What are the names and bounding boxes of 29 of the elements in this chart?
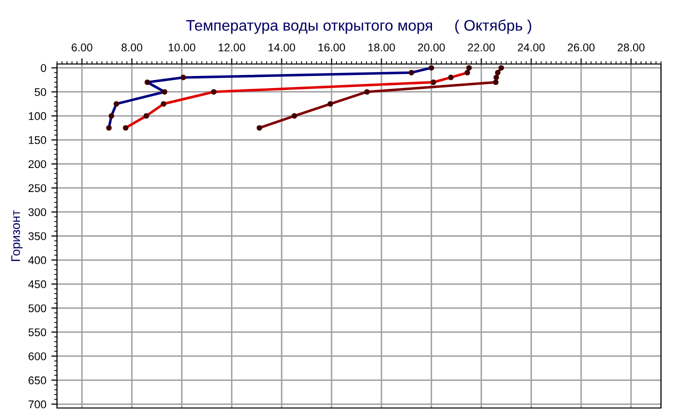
y-tick-label: 450 (28, 280, 46, 288)
x-tick-label: 10.00 (168, 44, 196, 52)
x-tick-label: 18.00 (368, 44, 395, 52)
x-tick-label: 8.00 (122, 44, 142, 52)
y-tick-label: 100 (28, 112, 46, 120)
x-tick-label: 12.00 (218, 44, 246, 52)
chart-title: Температура воды открытого моря ( Октябрь ) (186, 19, 532, 34)
y-tick-label: 0 (40, 64, 46, 72)
y-tick-label: 350 (28, 232, 46, 240)
x-tick-label: 28.00 (618, 44, 645, 52)
y-tick-label: 600 (28, 352, 46, 360)
y-tick-label: 150 (28, 136, 46, 144)
x-tick-label: 16.00 (318, 44, 346, 52)
x-tick-label: 26.00 (568, 44, 595, 52)
y-tick-label: 650 (28, 376, 46, 384)
y-tick-label: 700 (28, 400, 46, 408)
x-tick-label: 20.00 (418, 44, 445, 52)
y-tick-label: 500 (28, 304, 46, 312)
y-axis-title: Горизонт (11, 210, 22, 261)
y-tick-label: 50 (34, 88, 46, 96)
y-tick-label: 200 (28, 160, 46, 168)
x-tick-label: 14.00 (268, 44, 296, 52)
y-tick-label: 400 (28, 256, 46, 264)
x-tick-label: 22.00 (468, 44, 495, 52)
x-tick-label: 6.00 (72, 44, 92, 52)
x-tick-label: 24.00 (518, 44, 545, 52)
y-tick-label: 300 (28, 208, 46, 216)
y-tick-label: 250 (28, 184, 46, 192)
y-tick-label: 550 (28, 328, 46, 336)
